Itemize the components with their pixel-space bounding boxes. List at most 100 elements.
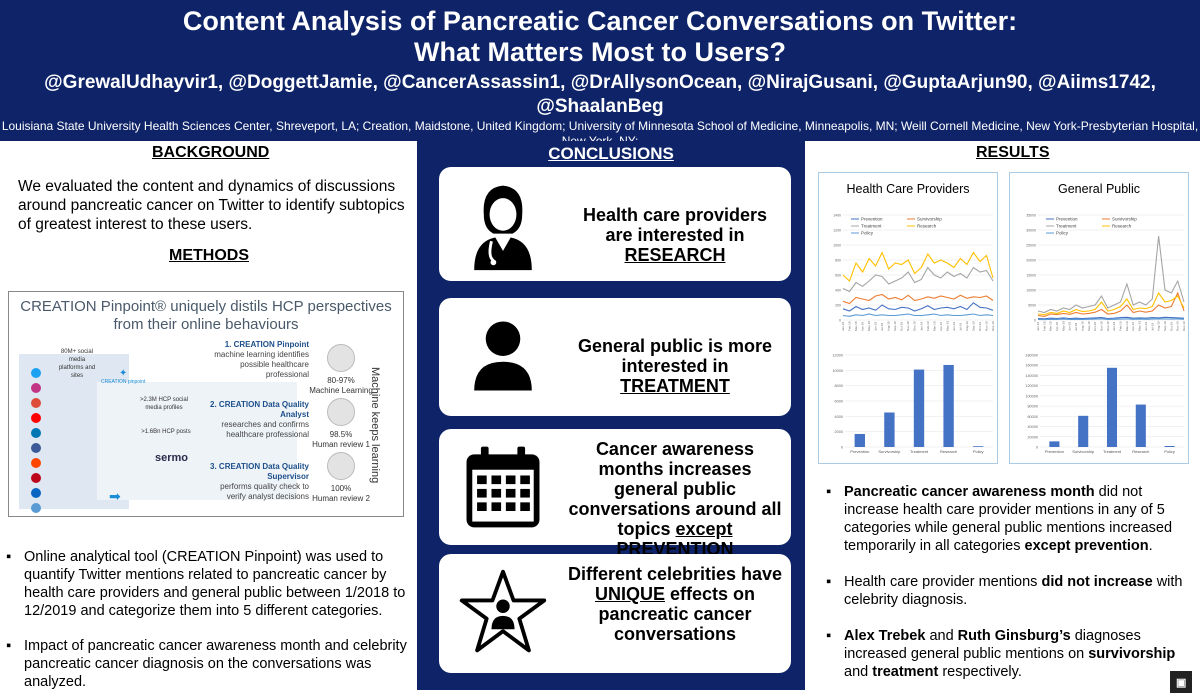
linkedin-icon — [31, 428, 41, 438]
conclusion-1-text: Health care providers are interested in … — [567, 205, 783, 265]
sources-stat: 80M+ social media platforms and sites — [58, 349, 96, 379]
y-tick-label: 0 — [839, 319, 841, 323]
y-tick-label: 15000 — [1026, 274, 1036, 278]
x-tick-label: Jan-19 — [919, 321, 923, 331]
y-tick-label: 160000 — [1025, 364, 1038, 368]
x-tick-label: Sep-18 — [1087, 321, 1091, 331]
series-line-research — [1037, 291, 1185, 316]
rb2-bold: did not increase — [1041, 574, 1153, 590]
x-tick-label: Prevention — [850, 449, 869, 454]
creation-logo: ✦ CREATION pinpoint — [101, 368, 145, 385]
y-tick-label: 0 — [1036, 446, 1038, 450]
x-tick-label: Research — [940, 449, 957, 454]
results-bullet-1: Pancreatic cancer awareness month did no… — [826, 483, 1194, 555]
x-tick-label: Apr-19 — [1131, 322, 1135, 331]
pct3-value: 100% — [330, 484, 352, 493]
c3-u: except — [675, 519, 733, 539]
bar-policy — [973, 446, 984, 447]
series-line-research — [842, 251, 994, 282]
instagram-icon — [31, 383, 41, 393]
poster-header: Content Analysis of Pancreatic Cancer Co… — [0, 0, 1200, 193]
x-tick-label: Dec-19 — [1182, 321, 1186, 331]
conclusion-card-2: General public is more interested in TRE… — [439, 298, 791, 416]
y-tick-label: 6000 — [835, 400, 843, 404]
y-tick-label: 30000 — [1026, 229, 1036, 233]
rb3-t2: diagnoses increased general public menti… — [844, 628, 1141, 662]
results-bullets: Pancreatic cancer awareness month did no… — [826, 483, 1194, 699]
rb3-b2: Ruth Ginsburg’s — [957, 628, 1071, 644]
x-tick-label: May-19 — [945, 321, 949, 331]
author-handles: @GrewalUdhayvir1, @DoggettJamie, @Cancer… — [44, 72, 1156, 117]
methods-bullet-2: Impact of pancreatic cancer awareness mo… — [6, 637, 408, 691]
x-tick-label: Jan-19 — [1112, 321, 1116, 331]
x-tick-label: Research — [1132, 449, 1149, 454]
pinpoint-step-1: 1. CREATION Pinpoint machine learning id… — [199, 340, 309, 380]
analyst-avatar-icon — [327, 398, 355, 426]
pct1-value: 80-97% — [327, 376, 355, 385]
series-line-policy — [842, 313, 994, 317]
y-tick-label: 1000 — [833, 244, 841, 248]
x-tick-label: Treatment — [1103, 449, 1122, 454]
x-tick-label: Apr-19 — [939, 322, 943, 331]
series-line-prevention — [842, 302, 994, 312]
supervisor-avatar-icon — [327, 452, 355, 480]
rb1-bold-2: except prevention — [1024, 538, 1149, 554]
legend-label: Survivorship — [917, 217, 942, 222]
legend-label: Survivorship — [1112, 217, 1137, 222]
legend-label: Treatment — [861, 224, 882, 229]
profiles-stat: >2.3M HCP social media profiles — [139, 397, 189, 411]
x-tick-label: Jan-18 — [1036, 321, 1040, 331]
rb1-bold: Pancreatic cancer awareness month — [844, 484, 1095, 500]
c2-em: TREATMENT — [620, 376, 730, 396]
pct2-label: Human review 1 — [312, 440, 370, 449]
x-tick-label: Aug-18 — [887, 321, 891, 331]
series-line-prevention — [1037, 316, 1185, 320]
step2-title: 2. CREATION Data Quality Analyst — [210, 400, 309, 419]
calendar-icon — [466, 446, 540, 528]
x-tick-label: Policy — [1164, 449, 1175, 454]
x-tick-label: Jun-18 — [874, 321, 878, 331]
x-tick-label: Jul-19 — [1150, 322, 1154, 331]
machine-learning-label: Machine keeps learning — [369, 367, 381, 484]
pct1-label: Machine Learning — [309, 386, 373, 395]
y-tick-label: 8000 — [835, 384, 843, 388]
y-tick-label: 25000 — [1026, 244, 1036, 248]
step1-title: 1. CREATION Pinpoint — [224, 340, 309, 349]
celebrity-star-icon — [459, 569, 547, 653]
facebook-icon — [31, 443, 41, 453]
x-tick-label: Nov-19 — [984, 321, 988, 331]
x-tick-label: Jul-19 — [958, 322, 962, 331]
y-tick-label: 100000 — [1025, 394, 1038, 398]
pct-human-1: 98.5% Human review 1 — [306, 430, 376, 450]
x-tick-label: Nov-18 — [1099, 321, 1103, 331]
x-tick-label: Apr-18 — [1055, 322, 1059, 331]
x-tick-label: Dec-18 — [1106, 321, 1110, 331]
step3-title: 3. CREATION Data Quality Supervisor — [210, 462, 309, 481]
google-plus-icon — [31, 398, 41, 408]
y-tick-label: 20000 — [1027, 435, 1038, 439]
pinpoint-title-line-2: from their online behaviours — [113, 316, 299, 333]
y-tick-label: 400 — [835, 289, 841, 293]
qr-code-icon[interactable]: ▣ — [1170, 671, 1192, 693]
x-tick-label: Feb-19 — [1119, 321, 1123, 331]
logo-text: CREATION pinpoint — [101, 379, 146, 385]
background-heading: BACKGROUND — [152, 144, 270, 161]
blog-icon — [31, 488, 41, 498]
rb3-b3: survivorship — [1088, 646, 1176, 662]
pinpoint-band-2 — [97, 382, 297, 500]
logo-mark-icon: ✦ — [118, 368, 128, 379]
x-tick-label: Oct-18 — [900, 322, 904, 331]
pct-machine: 80-97% Machine Learning — [306, 376, 376, 396]
methods-heading: METHODS — [169, 247, 249, 264]
x-tick-label: Sep-18 — [893, 321, 897, 331]
rb1-end: . — [1148, 538, 1153, 554]
y-tick-label: 120000 — [1025, 384, 1038, 388]
x-tick-label: Jun-18 — [1068, 321, 1072, 331]
y-tick-label: 0 — [1034, 319, 1036, 323]
pinpoint-step-2: 2. CREATION Data Quality Analyst researc… — [199, 400, 309, 440]
chart-title-public: General Public — [1058, 182, 1140, 196]
posts-stat: >1.6Bn HCP posts — [141, 429, 191, 435]
y-tick-label: 800 — [835, 259, 841, 263]
doctor-icon — [474, 185, 532, 271]
